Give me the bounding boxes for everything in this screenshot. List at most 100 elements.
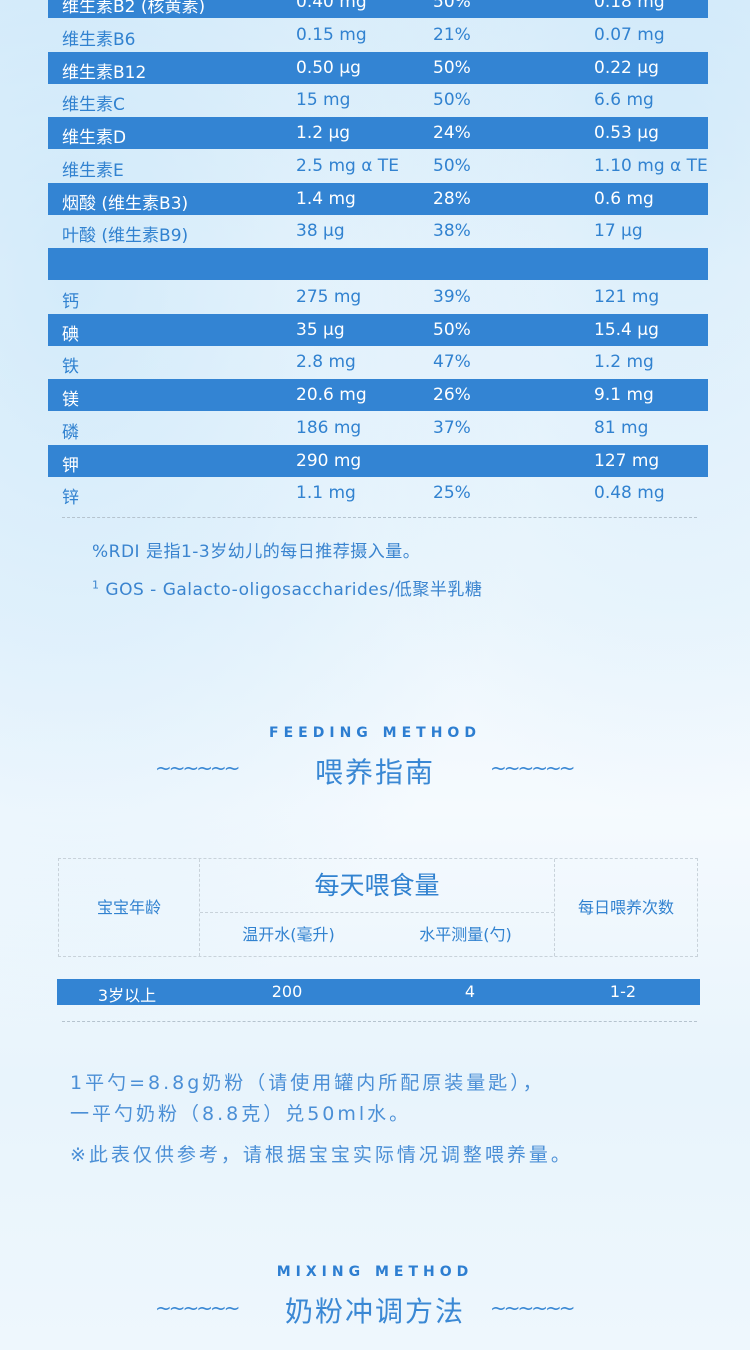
per-serving: 6.6 mg <box>594 90 654 111</box>
per-serving: 0.6 mg <box>594 188 654 209</box>
table-row: 镁 20.6 mg 26% 9.1 mg <box>48 379 708 411</box>
table-row: 烟酸 (维生素B3) 1.4 mg 28% 0.6 mg <box>48 182 708 215</box>
table-row: 维生素C 15 mg 50% 6.6 mg <box>48 84 708 116</box>
nutrient-name: 铁 <box>62 357 79 378</box>
table-row: 磷 186 mg 37% 81 mg <box>48 412 708 444</box>
rdi-percent: 50% <box>433 0 471 12</box>
per-serving: 127 mg <box>594 450 660 471</box>
rdi-note: %RDI 是指1-3岁幼儿的每日推荐摄入量。 <box>92 542 421 562</box>
amount: 1.2 μg <box>296 123 351 143</box>
feeding-title: 喂养指南 <box>314 756 435 789</box>
rdi-percent: 25% <box>433 483 471 504</box>
amount: 15 mg <box>296 90 351 111</box>
nutrient-name: 烟酸 (维生素B3) <box>62 193 189 214</box>
amount: 38 μg <box>296 221 345 242</box>
header-times: 每日喂养次数 <box>554 859 697 956</box>
mixing-title-en: MIXING METHOD <box>276 1264 474 1280</box>
per-serving: 0.53 μg <box>594 123 659 143</box>
amount: 0.50 μg <box>296 57 361 78</box>
nutrient-name: 钙 <box>62 291 79 312</box>
rdi-percent: 37% <box>433 417 471 438</box>
cell-water: 200 <box>271 982 303 1001</box>
rdi-percent: 50% <box>433 319 471 340</box>
header-scoops: 水平测量(勺) <box>419 925 512 944</box>
amount: 2.8 mg <box>296 352 356 373</box>
table-row: 锌 1.1 mg 25% 0.48 mg <box>48 477 708 509</box>
table-row: 铁 2.8 mg 47% 1.2 mg <box>48 346 708 378</box>
amount: 1.1 mg <box>296 483 356 504</box>
per-serving: 0.22 μg <box>594 57 659 78</box>
nutrient-name: 维生素B2 (核黄素) <box>62 0 206 17</box>
reference-note: ※此表仅供参考，请根据宝宝实际情况调整喂养量。 <box>70 1144 573 1166</box>
per-serving: 15.4 μg <box>594 319 659 340</box>
rdi-percent: 24% <box>433 123 471 143</box>
scoop-note: 1平勺=8.8g奶粉（请使用罐内所配原装量匙）， <box>70 1072 545 1094</box>
rdi-percent: 47% <box>433 352 471 373</box>
header-age: 宝宝年龄 <box>59 859 200 956</box>
nutrient-name: 钾 <box>62 455 79 476</box>
cell-times: 1-2 <box>609 982 637 1001</box>
rdi-percent: 50% <box>433 57 471 78</box>
amount: 0.40 mg <box>296 0 367 12</box>
table-row: 维生素B6 0.15 mg 21% 0.07 mg <box>48 19 708 51</box>
table-row: 叶酸 (维生素B9) 38 μg 38% 17 μg <box>48 215 708 247</box>
per-serving: 1.2 mg <box>594 352 654 373</box>
nutrient-name: 维生素E <box>62 160 124 181</box>
per-serving: 0.07 mg <box>594 24 665 45</box>
rdi-percent: 50% <box>433 90 471 111</box>
table-row: 钾 290 mg 127 mg <box>48 444 708 477</box>
ratio-note: 一平勺奶粉（8.8克）兑50ml水。 <box>70 1103 412 1125</box>
rdi-percent: 26% <box>433 385 471 405</box>
amount: 1.4 mg <box>296 188 356 209</box>
table-row: 钙 275 mg 39% 121 mg <box>48 281 708 313</box>
per-serving: 121 mg <box>594 286 660 307</box>
nutrient-name: 维生素B12 <box>62 62 147 83</box>
wave-decoration: ~~~~~~ <box>155 1296 241 1320</box>
rdi-percent: 38% <box>433 221 471 242</box>
amount: 0.15 mg <box>296 24 367 45</box>
amount: 35 μg <box>296 319 345 340</box>
amount: 275 mg <box>296 286 362 307</box>
rdi-percent: 39% <box>433 286 471 307</box>
nutrient-name: 维生素C <box>62 95 125 116</box>
per-serving: 0.18 mg <box>594 0 665 12</box>
per-serving: 0.48 mg <box>594 483 665 504</box>
divider <box>62 517 697 518</box>
gos-note: 1 GOS - Galacto-oligosaccharides/低聚半乳糖 <box>92 575 482 600</box>
nutrient-name: 磷 <box>62 422 79 443</box>
nutrient-name: 锌 <box>62 488 79 509</box>
nutrient-name: 叶酸 (维生素B9) <box>62 226 189 247</box>
table-row: 维生素B2 (核黄素) 0.40 mg 50% 0.18 mg <box>48 0 708 18</box>
nutrient-name: 维生素B6 <box>62 29 136 50</box>
rdi-percent: 50% <box>433 155 471 176</box>
table-row: 维生素D 1.2 μg 24% 0.53 μg <box>48 117 708 149</box>
wave-decoration: ~~~~~~ <box>155 756 241 780</box>
rdi-percent: 28% <box>433 188 471 209</box>
wave-decoration: ~~~~~~ <box>490 756 576 780</box>
header-water: 温开水(毫升) <box>242 925 335 944</box>
gos-text: GOS - Galacto-oligosaccharides/低聚半乳糖 <box>105 580 483 600</box>
amount: 186 mg <box>296 417 362 438</box>
nutrient-name: 碘 <box>62 324 79 345</box>
wave-decoration: ~~~~~~ <box>490 1296 576 1320</box>
mixing-title: 奶粉冲调方法 <box>284 1295 465 1328</box>
per-serving: 9.1 mg <box>594 385 654 405</box>
per-serving: 81 mg <box>594 417 649 438</box>
cell-age: 3岁以上 <box>97 986 157 1005</box>
per-serving: 1.10 mg α TE <box>594 155 708 176</box>
table-row <box>48 248 708 280</box>
per-serving: 17 μg <box>594 221 643 242</box>
feeding-table-header: 宝宝年龄 每天喂食量 温开水(毫升) 水平测量(勺) 每日喂养次数 <box>58 858 698 957</box>
amount: 20.6 mg <box>296 385 367 405</box>
table-row: 维生素B12 0.50 μg 50% 0.22 μg <box>48 51 708 84</box>
feeding-row: 3岁以上 200 4 1-2 <box>57 979 700 1005</box>
divider <box>62 1021 697 1022</box>
table-row: 维生素E 2.5 mg α TE 50% 1.10 mg α TE <box>48 150 708 182</box>
table-row: 碘 35 μg 50% 15.4 μg <box>48 313 708 346</box>
header-daily: 每天喂食量 <box>200 859 554 913</box>
nutrient-name: 镁 <box>62 390 79 410</box>
feeding-title-en: FEEDING METHOD <box>269 725 481 741</box>
nutrient-name: 维生素D <box>62 128 127 148</box>
footnote-mark: 1 <box>92 578 100 592</box>
cell-scoops: 4 <box>464 982 476 1001</box>
